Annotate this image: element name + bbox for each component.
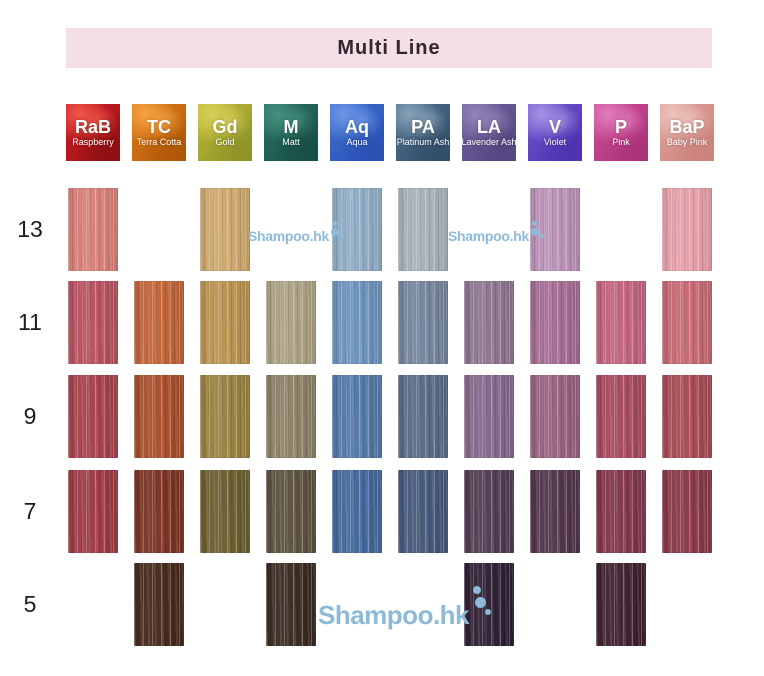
swatch-9-pa — [398, 375, 448, 458]
bubble-icon — [532, 221, 538, 226]
level-label-13: 13 — [17, 216, 43, 242]
shade-code: LA — [477, 116, 501, 137]
level-label-9: 9 — [23, 403, 37, 429]
shade-name: Gold — [215, 136, 235, 147]
shade-code: PA — [411, 116, 435, 137]
bubble-icon — [332, 221, 338, 226]
swatch-11-p — [596, 281, 646, 364]
swatch-11-v — [530, 281, 580, 364]
swatch-7-pa — [398, 470, 448, 553]
swatch-11-rab — [68, 281, 118, 364]
watermark-text: Shampoo.hk — [318, 600, 470, 630]
watermark-logo: Shampoo.hk — [448, 221, 545, 246]
shade-tile-m: M Matt — [264, 104, 318, 161]
watermark-text: Shampoo.hk — [248, 228, 330, 244]
shade-name: Raspberry — [72, 136, 114, 147]
shade-code: P — [614, 116, 627, 137]
swatch-13-bap — [662, 188, 712, 271]
shade-name: Aqua — [346, 136, 368, 147]
swatch-5-tc — [134, 563, 184, 646]
page-title: Multi Line — [337, 36, 441, 59]
shade-name: Matt — [282, 136, 300, 147]
shade-code: M — [283, 116, 299, 137]
swatch-11-tc — [134, 281, 184, 364]
swatch-7-v — [530, 470, 580, 553]
shade-tile-tc: TC Terra Cotta — [132, 104, 186, 161]
swatch-5-p — [596, 563, 646, 646]
swatch-13-gd — [200, 188, 250, 271]
bubble-icon — [475, 597, 487, 608]
swatch-7-p — [596, 470, 646, 553]
swatch-13-aq — [332, 188, 382, 271]
swatch-11-aq — [332, 281, 382, 364]
swatch-9-aq — [332, 375, 382, 458]
bubble-icon — [531, 228, 540, 236]
shade-tile-la: LA Lavender Ash — [462, 104, 516, 161]
bubble-icon — [473, 586, 482, 594]
bubble-icon — [331, 228, 340, 236]
shade-tile-gd: Gd Gold — [198, 104, 252, 161]
swatch-5-la — [464, 563, 514, 646]
swatch-7-tc — [134, 470, 184, 553]
shade-name: Violet — [543, 136, 567, 147]
swatch-5-m — [266, 563, 316, 646]
shade-tile-rab: RaB Raspberry — [66, 104, 120, 161]
shade-code: V — [548, 116, 561, 137]
shade-code: Gd — [212, 116, 238, 137]
shade-name: Terra Cotta — [136, 136, 182, 147]
swatch-11-m — [266, 281, 316, 364]
watermark-text: Shampoo.hk — [448, 228, 530, 244]
swatch-7-m — [266, 470, 316, 553]
swatch-9-rab — [68, 375, 118, 458]
shade-tile-p: P Pink — [594, 104, 648, 161]
swatch-9-gd — [200, 375, 250, 458]
shade-tile-pa: PA Platinum Ash — [396, 104, 450, 161]
swatch-9-m — [266, 375, 316, 458]
shade-name: Baby Pink — [666, 136, 708, 147]
level-label-5: 5 — [23, 591, 37, 617]
shade-name: Pink — [612, 136, 630, 147]
swatch-9-p — [596, 375, 646, 458]
swatch-11-bap — [662, 281, 712, 364]
shade-code: BaP — [669, 116, 705, 137]
swatch-9-v — [530, 375, 580, 458]
shade-name: Platinum Ash — [396, 136, 450, 147]
swatch-13-rab — [68, 188, 118, 271]
swatch-7-rab — [68, 470, 118, 553]
level-label-11: 11 — [18, 309, 42, 335]
level-label-7: 7 — [23, 498, 37, 524]
shade-tile-aq: Aq Aqua — [330, 104, 384, 161]
shade-tile-v: V Violet — [528, 104, 582, 161]
bubble-icon — [485, 609, 492, 615]
swatch-7-aq — [332, 470, 382, 553]
watermark-logo: Shampoo.hk — [248, 221, 345, 246]
bubble-icon — [340, 234, 345, 238]
swatch-11-pa — [398, 281, 448, 364]
swatch-13-pa — [398, 188, 448, 271]
swatch-9-la — [464, 375, 514, 458]
swatch-9-tc — [134, 375, 184, 458]
swatch-7-gd — [200, 470, 250, 553]
bubble-icon — [540, 234, 545, 238]
shade-code: RaB — [74, 116, 111, 137]
swatch-11-la — [464, 281, 514, 364]
title-banner: Multi Line — [66, 28, 712, 68]
shade-code: Aq — [345, 116, 369, 137]
swatch-7-la — [464, 470, 514, 553]
shade-name: Lavender Ash — [462, 136, 516, 147]
swatch-7-bap — [662, 470, 712, 553]
swatch-11-gd — [200, 281, 250, 364]
shade-tile-bap: BaP Baby Pink — [660, 104, 714, 161]
watermark-logo: Shampoo.hk — [318, 586, 492, 631]
swatch-9-bap — [662, 375, 712, 458]
shade-code: TC — [147, 116, 171, 137]
